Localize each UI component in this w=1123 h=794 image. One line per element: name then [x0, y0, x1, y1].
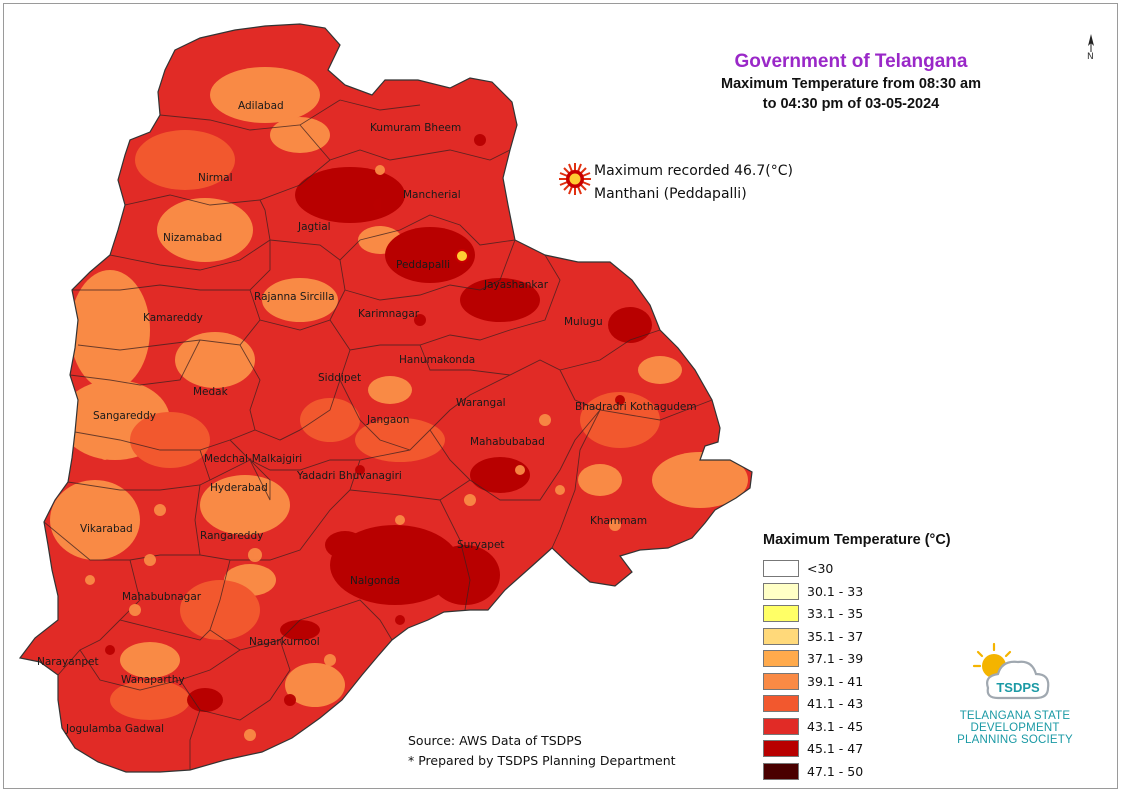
- legend-label: 47.1 - 50: [807, 763, 864, 779]
- district-label-jangaon: Jangaon: [366, 414, 409, 426]
- max-recorded-value: Maximum recorded 46.7(°C): [594, 163, 793, 179]
- district-label-peddapalli: Peddapalli: [396, 259, 450, 271]
- district-label-nalgonda: Nalgonda: [350, 575, 400, 587]
- logo-line-2: DEVELOPMENT: [970, 722, 1060, 734]
- district-label-mulugu: Mulugu: [564, 316, 603, 328]
- legend-row: 33.1 - 35: [763, 605, 951, 628]
- legend-row: 45.1 - 47: [763, 740, 951, 763]
- district-label-hanumakonda: Hanumakonda: [399, 354, 475, 366]
- logo-acronym: TSDPS: [996, 680, 1040, 695]
- source-note: Source: AWS Data of TSDPS * Prepared by …: [408, 731, 676, 771]
- subtitle-line-1: Maximum Temperature from 08:30 am: [720, 76, 982, 92]
- source-line: Source: AWS Data of TSDPS: [408, 733, 582, 748]
- district-label-mahabubnagar: Mahabubnagar: [122, 591, 202, 603]
- district-label-nirmal: Nirmal: [198, 172, 232, 184]
- legend-swatch: [763, 695, 799, 712]
- legend-row: <30: [763, 560, 951, 583]
- legend-row: 37.1 - 39: [763, 650, 951, 673]
- district-label-mancherial: Mancherial: [403, 189, 461, 201]
- district-label-hyderabad: Hyderabad: [210, 482, 268, 494]
- max-recorded-place: Manthani (Peddapalli): [594, 186, 747, 202]
- manthani-marker: [455, 249, 469, 263]
- legend-swatch: [763, 627, 799, 645]
- legend-label: 37.1 - 39: [807, 651, 864, 666]
- district-label-wanaparthy: Wanaparthy: [121, 674, 185, 686]
- district-label-vikarabad: Vikarabad: [80, 523, 133, 535]
- legend-swatch: [763, 605, 799, 622]
- north-letter: N: [1087, 52, 1094, 62]
- legend-swatch: [763, 717, 799, 735]
- district-label-medak: Medak: [193, 386, 229, 398]
- district-label-adilabad: Adilabad: [238, 100, 284, 112]
- title-block: Government of Telangana Maximum Temperat…: [676, 50, 1026, 114]
- district-label-karimnagar: Karimnagar: [358, 308, 420, 320]
- legend-row: 30.1 - 33: [763, 582, 951, 606]
- district-label-jayashankar: Jayashankar: [483, 279, 549, 291]
- state-boundary: [18, 23, 753, 773]
- legend-swatch: [763, 672, 799, 690]
- district-label-jagtial: Jagtial: [297, 221, 331, 233]
- district-label-jogulamba-gadwal: Jogulamba Gadwal: [65, 723, 164, 735]
- legend-swatch: [763, 560, 799, 577]
- legend-label: 43.1 - 45: [807, 718, 864, 734]
- legend-label: <30: [807, 561, 834, 576]
- district-label-sangareddy: Sangareddy: [93, 410, 156, 422]
- legend-title: Maximum Temperature (°C): [763, 532, 951, 548]
- district-label-nizamabad: Nizamabad: [163, 232, 222, 244]
- subtitle-line-2: to 04:30 pm of 03-05-2024: [762, 96, 940, 112]
- map-frame: [3, 3, 1118, 789]
- district-label-narayanpet: Narayanpet: [37, 656, 99, 668]
- legend-row: 39.1 - 41: [763, 672, 951, 696]
- district-label-siddipet: Siddipet: [318, 372, 361, 384]
- legend-row: 43.1 - 45: [763, 717, 951, 741]
- legend-swatch: [763, 650, 799, 667]
- tsdps-logo: TSDPS TELANGANA STATE DEVELOPMENT PLANNI…: [950, 640, 1080, 746]
- legend-label: 45.1 - 47: [807, 741, 864, 756]
- district-label-kamareddy: Kamareddy: [143, 312, 203, 324]
- max-recorded-note: Maximum recorded 46.7(°C) Manthani (Pedd…: [594, 160, 793, 206]
- legend-label: 30.1 - 33: [807, 583, 864, 599]
- north-arrow-icon: [1088, 34, 1094, 52]
- district-label-khammam: Khammam: [590, 515, 647, 527]
- page-title: Government of Telangana: [734, 51, 968, 72]
- district-label-suryapet: Suryapet: [457, 539, 505, 551]
- legend-swatch: [763, 582, 799, 600]
- tsdps-sun-cloud-icon: TSDPS: [972, 642, 1050, 700]
- district-label-medchal-malkajgiri: Medchal-Malkajgiri: [204, 453, 302, 465]
- district-label-bhadradri-kothagudem: Bhadradri Kothagudem: [575, 401, 697, 413]
- legend: Maximum Temperature (°C) <30 30.1 - 33 33.…: [763, 532, 951, 785]
- legend-swatch: [763, 762, 799, 780]
- logo-line-3: PLANNING SOCIETY: [957, 734, 1073, 746]
- sun-burst-icon: [559, 163, 591, 195]
- legend-swatch: [763, 740, 799, 757]
- logo-line-1: TELANGANA STATE: [959, 710, 1071, 722]
- district-label-kumuram-bheem: Kumuram Bheem: [370, 122, 461, 134]
- legend-label: 33.1 - 35: [807, 606, 864, 621]
- district-label-warangal: Warangal: [456, 397, 506, 409]
- district-label-nagarkurnool: Nagarkurnool: [249, 636, 320, 648]
- prepared-by-line: * Prepared by TSDPS Planning Department: [408, 753, 676, 768]
- legend-row: 35.1 - 37: [763, 627, 951, 651]
- district-label-yadadri-bhuvanagiri: Yadadri Bhuvanagiri: [296, 470, 402, 482]
- district-label-rajanna-sircilla: Rajanna Sircilla: [254, 291, 335, 303]
- legend-row: 41.1 - 43: [763, 695, 951, 718]
- legend-label: 35.1 - 37: [807, 628, 864, 644]
- district-label-mahabubabad: Mahabubabad: [470, 436, 545, 448]
- district-label-rangareddy: Rangareddy: [200, 530, 263, 542]
- legend-label: 39.1 - 41: [807, 673, 864, 689]
- legend-label: 41.1 - 43: [807, 696, 864, 711]
- legend-row: 47.1 - 50: [763, 762, 951, 786]
